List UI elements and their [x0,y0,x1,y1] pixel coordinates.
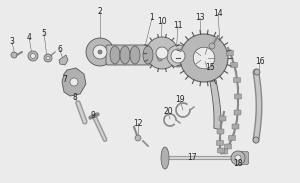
Circle shape [156,47,168,59]
Text: 19: 19 [175,96,185,104]
Text: 15: 15 [205,64,215,72]
FancyBboxPatch shape [217,141,224,145]
Ellipse shape [130,46,140,64]
Text: 13: 13 [195,14,205,23]
FancyBboxPatch shape [236,152,248,165]
Circle shape [209,43,215,49]
Text: 18: 18 [233,158,243,167]
Text: 10: 10 [157,18,167,27]
Circle shape [70,78,78,86]
Text: 4: 4 [27,33,32,42]
Text: 9: 9 [91,111,95,119]
Ellipse shape [161,147,169,169]
Circle shape [146,37,178,69]
FancyBboxPatch shape [230,63,238,68]
Ellipse shape [110,46,120,64]
Text: 7: 7 [63,76,68,85]
Circle shape [135,135,141,141]
Circle shape [171,49,185,63]
FancyBboxPatch shape [219,116,226,121]
Polygon shape [210,80,221,130]
FancyBboxPatch shape [106,45,162,65]
Polygon shape [59,55,68,65]
FancyBboxPatch shape [233,77,241,83]
FancyBboxPatch shape [229,135,236,141]
Circle shape [253,137,259,143]
Text: 12: 12 [133,119,143,128]
Circle shape [31,53,35,59]
FancyBboxPatch shape [226,51,233,55]
Text: 17: 17 [187,154,197,163]
Text: 16: 16 [255,57,265,66]
FancyBboxPatch shape [235,94,242,99]
Circle shape [46,56,50,60]
Circle shape [193,47,215,69]
Text: 14: 14 [213,10,223,18]
Text: 3: 3 [10,38,14,46]
FancyBboxPatch shape [217,129,224,134]
Circle shape [167,45,189,67]
Circle shape [44,54,52,62]
Circle shape [86,38,114,66]
Text: 20: 20 [163,107,173,117]
Text: 6: 6 [58,46,62,55]
Circle shape [93,45,107,59]
Ellipse shape [143,46,153,64]
FancyBboxPatch shape [232,124,239,129]
FancyBboxPatch shape [218,148,224,153]
Text: 1: 1 [150,14,154,23]
Ellipse shape [157,49,163,61]
Text: 5: 5 [42,29,46,38]
Circle shape [180,34,228,82]
Circle shape [235,155,241,161]
Circle shape [28,51,38,61]
Text: 11: 11 [173,21,183,31]
Circle shape [11,52,17,58]
FancyBboxPatch shape [224,144,232,149]
FancyBboxPatch shape [234,110,241,115]
Circle shape [98,50,102,54]
Text: 2: 2 [98,8,102,16]
Ellipse shape [120,46,130,64]
Text: 8: 8 [73,94,77,102]
Polygon shape [62,68,86,96]
Circle shape [231,151,245,165]
Circle shape [254,69,260,75]
FancyBboxPatch shape [220,149,227,154]
